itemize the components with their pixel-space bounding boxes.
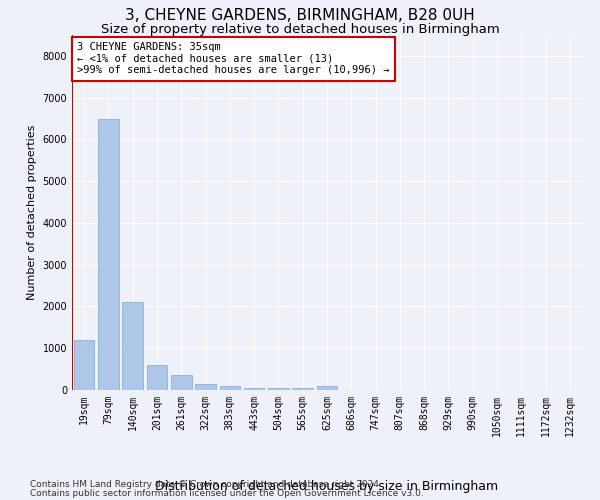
Text: 3, CHEYNE GARDENS, BIRMINGHAM, B28 0UH: 3, CHEYNE GARDENS, BIRMINGHAM, B28 0UH — [125, 8, 475, 22]
Text: Contains HM Land Registry data © Crown copyright and database right 2024.: Contains HM Land Registry data © Crown c… — [30, 480, 382, 489]
Text: Size of property relative to detached houses in Birmingham: Size of property relative to detached ho… — [101, 22, 499, 36]
Bar — [122, 302, 143, 390]
X-axis label: Distribution of detached houses by size in Birmingham: Distribution of detached houses by size … — [155, 480, 499, 494]
Bar — [292, 388, 313, 390]
Bar — [317, 386, 337, 390]
Text: Contains public sector information licensed under the Open Government Licence v3: Contains public sector information licen… — [30, 489, 424, 498]
Bar — [74, 340, 94, 390]
Bar — [146, 365, 167, 390]
Text: 3 CHEYNE GARDENS: 35sqm
← <1% of detached houses are smaller (13)
>99% of semi-d: 3 CHEYNE GARDENS: 35sqm ← <1% of detache… — [77, 42, 389, 76]
Bar — [244, 388, 265, 390]
Bar — [268, 388, 289, 390]
Bar — [98, 118, 119, 390]
Y-axis label: Number of detached properties: Number of detached properties — [27, 125, 37, 300]
Bar — [220, 386, 240, 390]
Bar — [171, 376, 191, 390]
Bar — [195, 384, 216, 390]
